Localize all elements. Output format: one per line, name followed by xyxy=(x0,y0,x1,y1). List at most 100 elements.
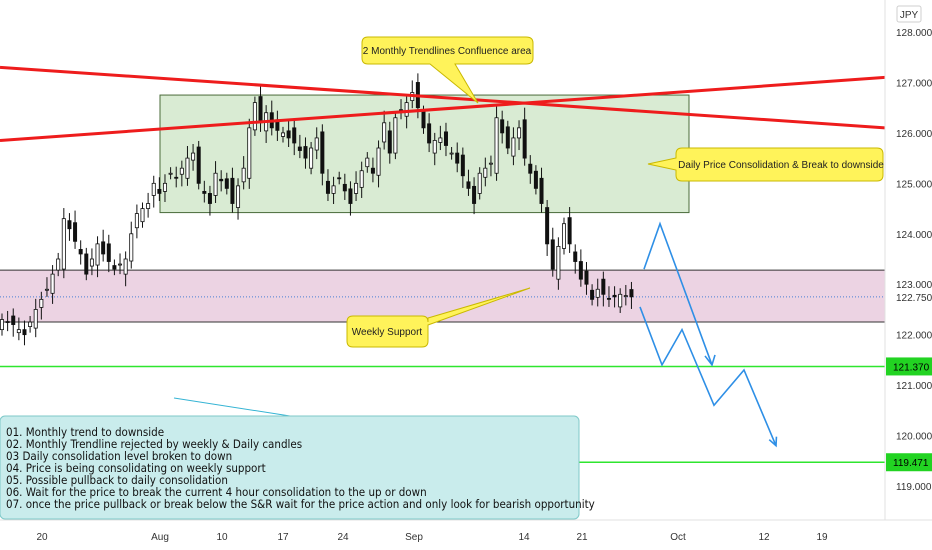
candle xyxy=(89,248,94,276)
candle xyxy=(202,180,207,203)
candle xyxy=(466,169,471,196)
candle-body xyxy=(146,203,151,209)
candle xyxy=(162,174,167,202)
candle xyxy=(292,120,297,156)
candle-body xyxy=(443,131,448,146)
candle xyxy=(157,177,162,201)
candle-body xyxy=(370,167,375,174)
trendline-confluence-callout: 2 Monthly Trendlines Confluence area xyxy=(361,36,534,104)
candle-body xyxy=(573,251,578,262)
candle xyxy=(623,284,628,306)
x-tick-label: 12 xyxy=(758,532,770,543)
y-tick-label: 126.000 xyxy=(896,129,932,140)
x-tick-label: Oct xyxy=(670,532,686,543)
candle xyxy=(67,213,72,241)
note-line: 07. once the price pullback or break bel… xyxy=(6,497,595,511)
candle-body xyxy=(134,213,139,229)
candle xyxy=(618,288,623,313)
candle xyxy=(511,127,516,166)
candle xyxy=(236,178,241,220)
candle-body xyxy=(342,183,347,192)
candle xyxy=(44,277,49,297)
candle-body xyxy=(196,146,201,184)
candle-body xyxy=(157,188,162,194)
price-badge-label: 119.471 xyxy=(893,458,929,469)
candle-body xyxy=(522,119,527,159)
projection-arrowhead xyxy=(768,436,778,448)
candle xyxy=(325,169,330,201)
candle-body xyxy=(236,185,241,208)
candle xyxy=(174,166,179,188)
candle-body xyxy=(460,154,465,177)
x-tick-label: 14 xyxy=(518,532,530,543)
candle xyxy=(39,291,44,320)
candle-body xyxy=(56,258,61,271)
candle xyxy=(309,141,314,175)
candle xyxy=(33,298,38,338)
note-line: 06. Wait for the price to break the curr… xyxy=(6,485,427,499)
y-tick-label: 119.000 xyxy=(896,482,932,493)
candle-body xyxy=(337,177,342,180)
y-tick-label: 128.000 xyxy=(896,28,932,39)
candle xyxy=(101,229,106,262)
daily-consolidation-callout: Daily Price Consolidation & Break to dow… xyxy=(647,147,884,182)
candle xyxy=(28,316,33,333)
projection-layer xyxy=(639,221,778,448)
candle-body xyxy=(488,162,493,165)
candles-layer xyxy=(0,73,634,346)
candle-body xyxy=(477,172,482,194)
projection-path-1 xyxy=(639,306,777,446)
candle-body xyxy=(11,315,16,325)
candle-body xyxy=(595,288,600,298)
candle xyxy=(533,165,538,195)
candle xyxy=(230,167,235,213)
candle xyxy=(573,244,578,274)
candle-body xyxy=(106,243,111,262)
note-line: 03 Daily consolidation level broken to d… xyxy=(6,449,232,463)
candle xyxy=(16,317,21,341)
candle xyxy=(314,127,319,160)
candle-body xyxy=(89,258,94,267)
candle-body xyxy=(314,137,319,151)
candle xyxy=(590,284,595,306)
candle-body xyxy=(230,177,235,204)
candle-body xyxy=(562,223,567,249)
price-axis[interactable]: JPY 128.000 127.000 126.000 125.000 124.000 1… xyxy=(884,0,932,520)
candle xyxy=(22,320,27,346)
candle-body xyxy=(309,147,314,169)
candle xyxy=(78,240,83,265)
x-tick-label: 21 xyxy=(576,532,588,543)
candle xyxy=(354,171,359,201)
candle xyxy=(494,105,499,181)
candle xyxy=(241,156,246,190)
candle xyxy=(118,253,123,275)
candle xyxy=(460,147,465,188)
candle xyxy=(348,181,353,216)
candle-body xyxy=(297,146,302,151)
candle-body xyxy=(590,289,595,300)
candle xyxy=(196,140,201,190)
candle-body xyxy=(162,182,167,192)
callout-consolidation-text: Daily Price Consolidation & Break to dow… xyxy=(678,160,884,171)
candle xyxy=(545,199,550,256)
candle-body xyxy=(95,243,100,266)
zones-layer xyxy=(0,94,885,323)
candle xyxy=(5,310,10,332)
candle-body xyxy=(387,130,392,154)
candle xyxy=(224,172,229,195)
candle xyxy=(606,286,611,307)
candle-body xyxy=(39,298,44,308)
candle xyxy=(168,167,173,180)
currency-label-box[interactable] xyxy=(896,5,922,23)
candle xyxy=(297,134,302,159)
candle xyxy=(140,202,145,228)
candle xyxy=(320,124,325,186)
candle-body xyxy=(612,294,617,298)
time-axis[interactable]: 20 Aug 10 17 24 Sep 14 21 Oct 12 19 xyxy=(0,519,932,543)
candle-body xyxy=(578,261,583,280)
candle xyxy=(578,249,583,287)
candle-body xyxy=(494,117,499,174)
candle xyxy=(517,120,522,151)
